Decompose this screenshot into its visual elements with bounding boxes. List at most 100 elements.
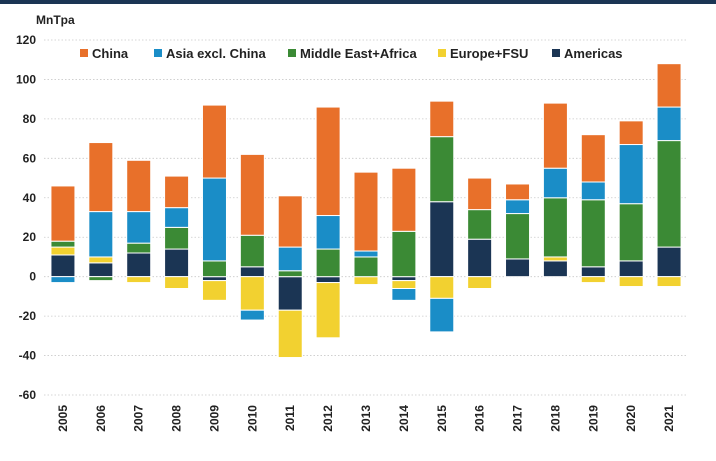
bar-americas-2014 [391,276,417,282]
bar-americas-2020 [618,260,644,278]
bar-middle-east-africa-2013 [353,256,379,278]
bar-americas-2009 [201,276,227,282]
bar-europe-fsu-2013 [353,276,379,286]
x-tick-label: 2006 [94,405,108,432]
bar-china-2015 [429,100,455,138]
bars [50,63,682,359]
bar-europe-fsu-2007 [126,276,152,284]
bar-europe-fsu-2020 [618,276,644,288]
bar-china-2009 [201,104,227,179]
bar-americas-2005 [50,254,76,278]
bar-asia-excl-china-2009 [201,177,227,262]
legend-swatch-europe-fsu [438,49,446,57]
legend: China Asia excl. China Middle East+Africa E… [80,46,623,61]
x-tick-label: 2016 [473,405,487,432]
x-tick-label: 2008 [170,405,184,432]
bar-europe-fsu-2010 [239,276,265,311]
bar-middle-east-africa-2012 [315,248,341,278]
bar-americas-2018 [542,260,568,278]
x-tick-label: 2005 [56,405,70,432]
x-axis-ticks: 2005 2006 2007 2008 2009 2010 2011 2012 2013 2014… [56,405,676,432]
legend-label: Europe+FSU [450,46,528,61]
bar-middle-east-africa-2010 [239,234,265,268]
bar-asia-excl-china-2019 [580,181,606,201]
bar-asia-excl-china-2017 [505,199,531,215]
y-tick-label: 40 [23,191,37,205]
bar-europe-fsu-2011 [277,309,303,359]
bar-middle-east-africa-2009 [201,260,227,278]
legend-label: Asia excl. China [166,46,266,61]
x-tick-label: 2012 [321,405,335,432]
x-tick-label: 2018 [548,405,562,432]
bar-china-2018 [542,102,568,169]
bar-middle-east-africa-2011 [277,270,303,278]
bar-middle-east-africa-2018 [542,197,568,258]
bar-china-2017 [505,183,531,201]
bar-middle-east-africa-2014 [391,230,417,278]
x-tick-label: 2011 [283,405,297,431]
bar-china-2008 [164,175,190,209]
bar-asia-excl-china-2010 [239,309,265,321]
x-tick-label: 2007 [132,405,146,432]
bar-middle-east-africa-2021 [656,140,682,248]
x-tick-label: 2015 [435,405,449,432]
bar-china-2006 [88,142,114,213]
x-tick-label: 2017 [511,405,525,432]
x-tick-label: 2021 [662,405,676,432]
bar-europe-fsu-2019 [580,276,606,284]
bar-china-2013 [353,171,379,252]
legend-swatch-americas [552,49,560,57]
bar-europe-fsu-2015 [429,276,455,299]
bar-china-2005 [50,185,76,242]
y-axis-unit-label: MnTpa [36,13,75,27]
x-tick-label: 2010 [245,405,259,432]
y-tick-label: -60 [19,388,37,402]
y-tick-label: 20 [23,230,37,244]
bar-asia-excl-china-2006 [88,211,114,258]
bar-china-2010 [239,153,265,236]
bar-americas-2011 [277,276,303,311]
bar-americas-2012 [315,276,341,284]
bar-europe-fsu-2006 [88,256,114,264]
bar-middle-east-africa-2015 [429,136,455,203]
bar-americas-2021 [656,246,682,278]
bar-middle-east-africa-2008 [164,226,190,250]
y-tick-label: 100 [16,72,36,86]
bar-americas-2015 [429,201,455,278]
x-tick-label: 2019 [586,405,600,432]
bar-europe-fsu-2009 [201,280,227,301]
y-tick-label: 60 [23,151,37,165]
bar-asia-excl-china-2014 [391,288,417,301]
bar-europe-fsu-2018 [542,256,568,262]
bar-china-2020 [618,120,644,146]
y-axis-ticks: -60 -40 -20 0 20 40 60 80 100 120 [16,33,36,402]
bar-middle-east-africa-2005 [50,240,76,248]
legend-label: China [92,46,129,61]
bar-china-2012 [315,106,341,217]
bar-europe-fsu-2021 [656,276,682,288]
bar-asia-excl-china-2011 [277,246,303,272]
bar-asia-excl-china-2012 [315,215,341,250]
bar-china-2016 [467,177,493,211]
bar-asia-excl-china-2015 [429,297,455,333]
bar-americas-2016 [467,238,493,278]
bar-asia-excl-china-2018 [542,167,568,199]
legend-label: Americas [564,46,623,61]
bar-americas-2010 [239,266,265,278]
bar-middle-east-africa-2007 [126,242,152,254]
bar-americas-2019 [580,266,606,278]
bar-china-2007 [126,159,152,213]
legend-swatch-asia-excl-china [154,49,162,57]
bar-middle-east-africa-2006 [88,276,114,282]
bar-asia-excl-china-2013 [353,250,379,258]
bar-middle-east-africa-2016 [467,209,493,240]
bar-china-2019 [580,134,606,183]
legend-swatch-middle-east-africa [288,49,296,57]
bar-middle-east-africa-2017 [505,213,531,260]
bar-europe-fsu-2016 [467,276,493,289]
bar-middle-east-africa-2020 [618,203,644,262]
bar-china-2021 [656,63,682,108]
bar-americas-2017 [505,258,531,278]
x-tick-label: 2020 [624,405,638,432]
